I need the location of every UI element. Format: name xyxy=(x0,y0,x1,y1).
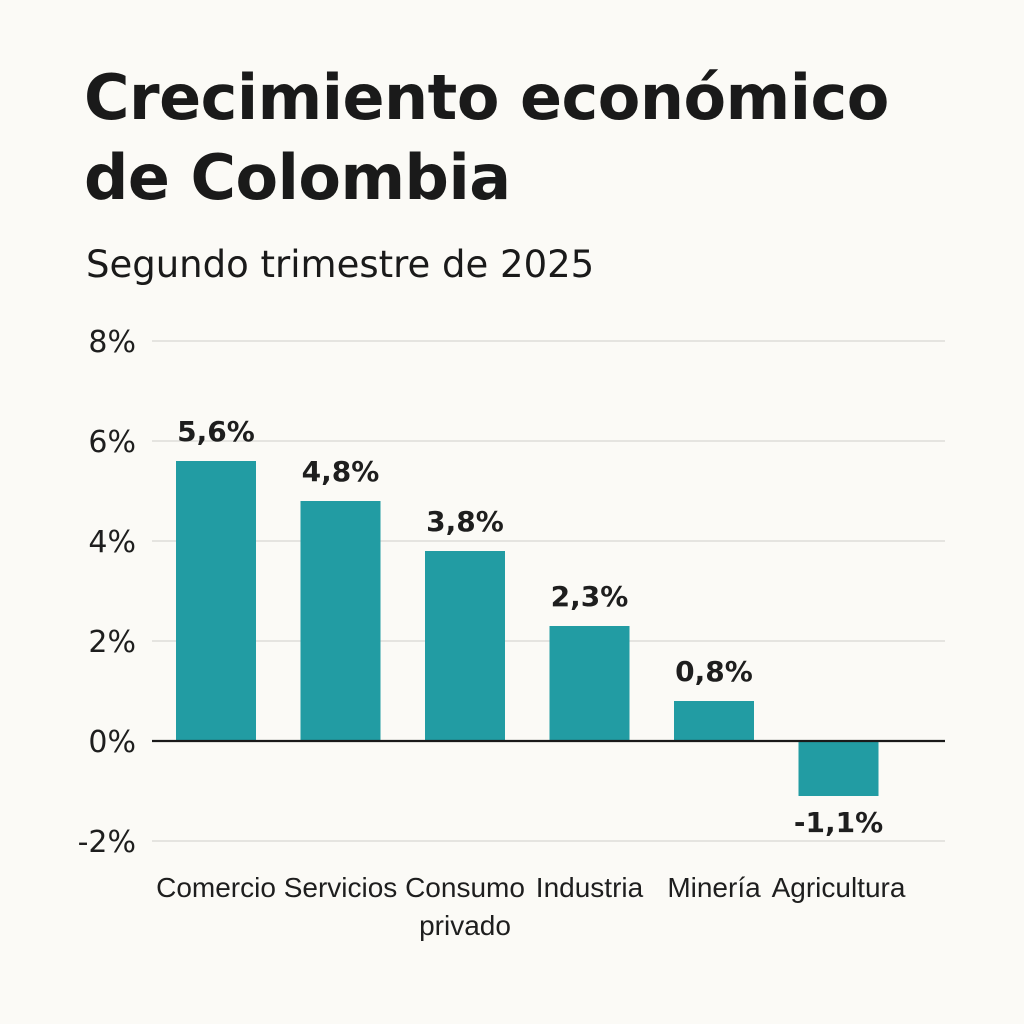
chart-title-line-2: de Colombia xyxy=(84,141,511,214)
bars xyxy=(176,461,879,796)
chart-title: Crecimiento económico de Colombia xyxy=(84,58,984,218)
chart-subtitle: Segundo trimestre de 2025 xyxy=(86,243,595,286)
data-labels: 5,6% 4,8% 3,8% 2,3% 0,8% -1,1% xyxy=(177,415,883,839)
data-label-4: 0,8% xyxy=(675,655,753,688)
bar-0 xyxy=(176,461,256,741)
category-label-5: Agricultura xyxy=(772,872,906,903)
category-label-2: Consumo xyxy=(405,872,525,903)
data-label-2: 3,8% xyxy=(426,505,504,538)
bar-4 xyxy=(674,701,754,741)
data-label-5: -1,1% xyxy=(794,806,883,839)
y-tick-label: 8% xyxy=(88,325,136,360)
bar-3 xyxy=(549,626,630,741)
data-label-3: 2,3% xyxy=(551,580,629,613)
data-label-1: 4,8% xyxy=(302,455,380,488)
category-label-2: privado xyxy=(419,910,511,941)
category-label-1: Servicios xyxy=(284,872,398,903)
y-axis-tick-labels: 8% 6% 4% 2% 0% -2% xyxy=(78,325,136,860)
y-tick-label: 4% xyxy=(88,525,136,560)
category-label-3: Industria xyxy=(536,872,644,903)
y-tick-label: 0% xyxy=(88,725,136,760)
bar-1 xyxy=(300,501,381,741)
chart-title-line-1: Crecimiento económico xyxy=(84,61,889,134)
data-label-0: 5,6% xyxy=(177,415,255,448)
category-label-0: Comercio xyxy=(156,872,276,903)
category-label-4: Minería xyxy=(667,872,761,903)
bar-5 xyxy=(798,741,879,796)
y-tick-label: 2% xyxy=(88,625,136,660)
y-tick-label: -2% xyxy=(78,825,136,860)
y-tick-label: 6% xyxy=(88,425,136,460)
bar-2 xyxy=(425,551,505,741)
grid-lines xyxy=(152,340,945,842)
category-labels: Comercio Servicios Consumo privado Industria… xyxy=(156,872,906,941)
